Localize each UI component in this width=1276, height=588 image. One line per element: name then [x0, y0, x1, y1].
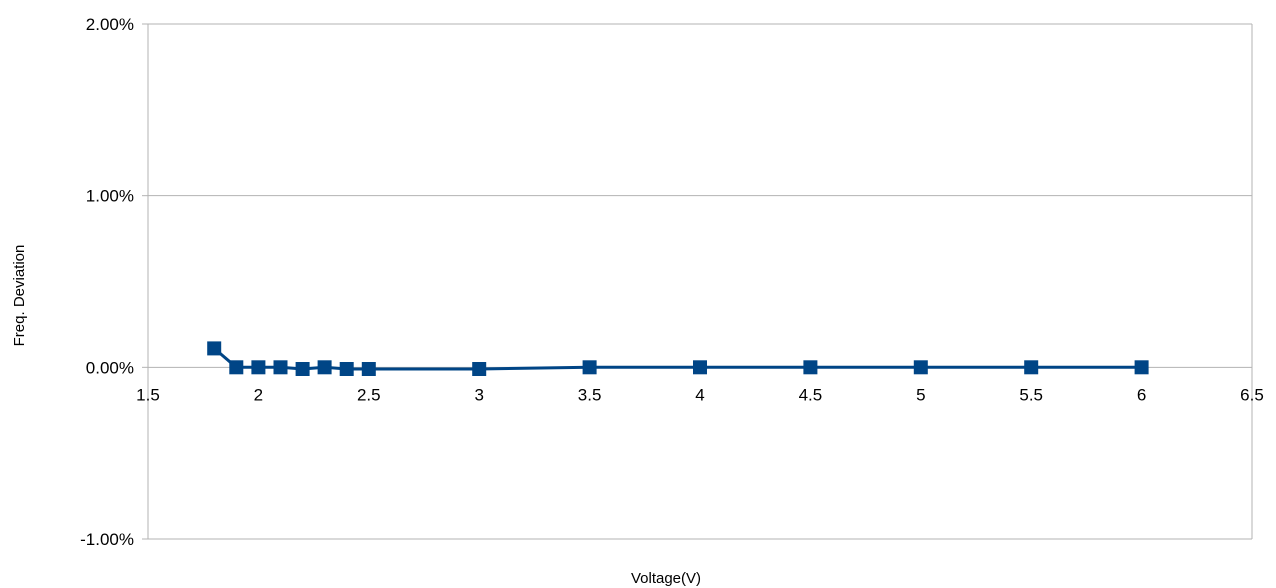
- x-tick-label: 4.5: [799, 385, 823, 404]
- data-point-marker: [229, 360, 243, 374]
- x-axis-title: Voltage(V): [631, 570, 701, 587]
- x-tick-label: 6.5: [1240, 385, 1264, 404]
- data-point-marker: [362, 362, 376, 376]
- label-layer: 2.00% 1.00% 0.00% -1.00% 1.5 2 2.5 3 3.5 4 4.5 5 5.5…: [11, 15, 1264, 587]
- x-tick-label: 4: [695, 385, 704, 404]
- y-tick-label: -1.00%: [80, 530, 134, 549]
- data-point-marker: [803, 360, 817, 374]
- x-tick-label: 2: [254, 385, 263, 404]
- x-tick-label: 3.5: [578, 385, 602, 404]
- grid-layer: [148, 24, 1252, 539]
- y-tick-label: 0.00%: [86, 358, 134, 377]
- data-point-marker: [1024, 360, 1038, 374]
- series-layer: [207, 341, 1148, 376]
- axis-layer: [142, 24, 1252, 539]
- x-tick-label: 5: [916, 385, 925, 404]
- x-tick-label: 3: [474, 385, 483, 404]
- data-point-marker: [274, 360, 288, 374]
- x-tick-label: 6: [1137, 385, 1146, 404]
- x-tick-label: 1.5: [136, 385, 160, 404]
- x-tick-label: 5.5: [1019, 385, 1043, 404]
- data-point-marker: [914, 360, 928, 374]
- y-axis-title: Freq. Deviation: [11, 245, 28, 347]
- data-point-marker: [318, 360, 332, 374]
- data-point-marker: [693, 360, 707, 374]
- data-point-marker: [296, 362, 310, 376]
- y-tick-label: 1.00%: [86, 187, 134, 206]
- data-point-marker: [207, 341, 221, 355]
- data-point-marker: [251, 360, 265, 374]
- y-tick-label: 2.00%: [86, 15, 134, 34]
- x-tick-label: 2.5: [357, 385, 381, 404]
- data-point-marker: [340, 362, 354, 376]
- data-point-marker: [583, 360, 597, 374]
- data-point-marker: [472, 362, 486, 376]
- data-point-marker: [1135, 360, 1149, 374]
